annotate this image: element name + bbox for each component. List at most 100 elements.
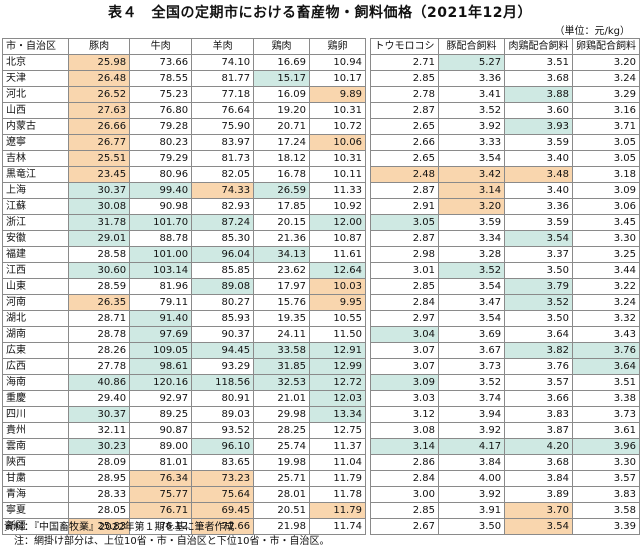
value-cell: 101.70 [129, 214, 193, 231]
value-cell: 3.87 [504, 422, 573, 439]
region-cell: 内蒙古 [1, 118, 70, 135]
value-cell: 11.50 [309, 326, 366, 343]
value-cell: 19.35 [253, 310, 311, 327]
value-cell: 80.23 [129, 134, 193, 151]
column-gap [364, 70, 372, 87]
value-cell: 2.85 [370, 278, 439, 295]
region-cell: 北京 [1, 54, 70, 71]
table-row: 広東 28.26 109.05 94.45 33.58 12.91 3.07 3.67 3.82… [1, 342, 640, 359]
value-cell: 76.12 [129, 518, 193, 535]
value-cell: 26.48 [68, 70, 131, 87]
value-cell: 3.22 [571, 278, 640, 295]
value-cell: 11.79 [309, 502, 366, 519]
value-cell: 92.97 [129, 390, 193, 407]
value-cell: 34.13 [253, 246, 311, 263]
value-cell: 3.07 [370, 342, 439, 359]
value-cell: 3.68 [504, 454, 573, 471]
value-cell: 79.29 [129, 150, 193, 167]
region-cell: 天津 [1, 70, 70, 87]
column-header: 鶏肉 [253, 38, 311, 55]
value-cell: 3.30 [571, 230, 640, 247]
value-cell: 3.18 [571, 166, 640, 183]
value-cell: 5.27 [437, 54, 506, 71]
price-table: 市・自治区 豚肉 牛肉 羊肉 鶏肉 鶏卵 トウモロコシ 豚配合飼料 肉鶏配合飼料 卵鶏配合飼料 北… [1, 38, 640, 535]
value-cell: 26.59 [253, 182, 311, 199]
value-cell: 11.33 [309, 182, 366, 199]
value-cell: 3.52 [437, 262, 506, 279]
value-cell: 2.86 [370, 454, 439, 471]
table-row: 安徽 29.01 88.78 85.30 21.36 10.87 2.87 3.34 3.54 3… [1, 230, 640, 247]
value-cell: 82.05 [191, 166, 255, 183]
table-row: 湖南 28.78 97.69 90.37 24.11 11.50 3.04 3.69 3.64 3… [1, 326, 640, 343]
table-row: 雲南 30.23 89.00 96.10 25.74 11.37 3.14 4.17 4.20 3… [1, 438, 640, 455]
column-gap [364, 486, 372, 503]
value-cell: 93.29 [191, 358, 255, 375]
value-cell: 10.31 [309, 102, 366, 119]
value-cell: 25.98 [68, 54, 131, 71]
value-cell: 75.23 [129, 86, 193, 103]
value-cell: 3.20 [571, 54, 640, 71]
column-gap [364, 358, 372, 375]
value-cell: 10.31 [309, 150, 366, 167]
value-cell: 3.92 [437, 422, 506, 439]
table-row: 山東 28.59 81.96 89.08 17.97 10.03 2.85 3.54 3.79 3… [1, 278, 640, 295]
value-cell: 93.52 [191, 422, 255, 439]
value-cell: 3.91 [437, 502, 506, 519]
region-cell: 広東 [1, 342, 70, 359]
value-cell: 3.00 [370, 486, 439, 503]
column-gap [364, 470, 372, 487]
table-row: 重慶 29.40 92.97 80.91 21.01 12.03 3.03 3.74 3.66 3… [1, 390, 640, 407]
value-cell: 75.77 [129, 486, 193, 503]
value-cell: 3.73 [437, 358, 506, 375]
value-cell: 2.66 [370, 134, 439, 151]
value-cell: 3.07 [370, 358, 439, 375]
value-cell: 2.48 [370, 166, 439, 183]
column-gap [364, 182, 372, 199]
value-cell: 19.98 [253, 454, 311, 471]
value-cell: 3.40 [504, 182, 573, 199]
value-cell: 3.43 [571, 326, 640, 343]
value-cell: 73.23 [191, 470, 255, 487]
value-cell: 3.83 [504, 406, 573, 423]
table-row: 山西 27.63 76.80 76.64 19.20 10.31 2.87 3.52 3.60 3… [1, 102, 640, 119]
value-cell: 99.40 [129, 182, 193, 199]
region-cell: 吉林 [1, 150, 70, 167]
value-cell: 15.76 [253, 294, 311, 311]
value-cell: 25.74 [253, 438, 311, 455]
value-cell: 3.29 [571, 86, 640, 103]
value-cell: 3.61 [571, 422, 640, 439]
region-cell: 山東 [1, 278, 70, 295]
value-cell: 10.11 [309, 166, 366, 183]
value-cell: 29.98 [253, 406, 311, 423]
region-cell: 青海 [1, 486, 70, 503]
value-cell: 28.59 [68, 278, 131, 295]
column-header: 豚配合飼料 [437, 38, 506, 55]
table-row: 湖北 28.71 91.40 85.93 19.35 10.55 2.97 3.54 3.50 3… [1, 310, 640, 327]
column-gap [364, 454, 372, 471]
value-cell: 74.33 [191, 182, 255, 199]
value-cell: 90.98 [129, 198, 193, 215]
value-cell: 2.87 [370, 230, 439, 247]
value-cell: 11.04 [309, 454, 366, 471]
value-cell: 3.16 [571, 102, 640, 119]
value-cell: 4.00 [437, 470, 506, 487]
value-cell: 3.01 [370, 262, 439, 279]
value-cell: 3.89 [504, 486, 573, 503]
value-cell: 3.03 [370, 390, 439, 407]
value-cell: 3.54 [437, 310, 506, 327]
value-cell: 3.04 [370, 326, 439, 343]
table-row: 上海 30.37 99.40 74.33 26.59 11.33 2.87 3.14 3.40 3… [1, 182, 640, 199]
value-cell: 10.87 [309, 230, 366, 247]
value-cell: 3.59 [437, 214, 506, 231]
value-cell: 3.47 [437, 294, 506, 311]
value-cell: 72.66 [191, 518, 255, 535]
value-cell: 3.09 [571, 182, 640, 199]
region-cell: 江蘇 [1, 198, 70, 215]
value-cell: 27.78 [68, 358, 131, 375]
value-cell: 3.82 [504, 342, 573, 359]
region-cell: 甘粛 [1, 470, 70, 487]
column-header: 市・自治区 [1, 38, 70, 55]
value-cell: 3.14 [437, 182, 506, 199]
region-cell: 重慶 [1, 390, 70, 407]
value-cell: 3.59 [504, 214, 573, 231]
